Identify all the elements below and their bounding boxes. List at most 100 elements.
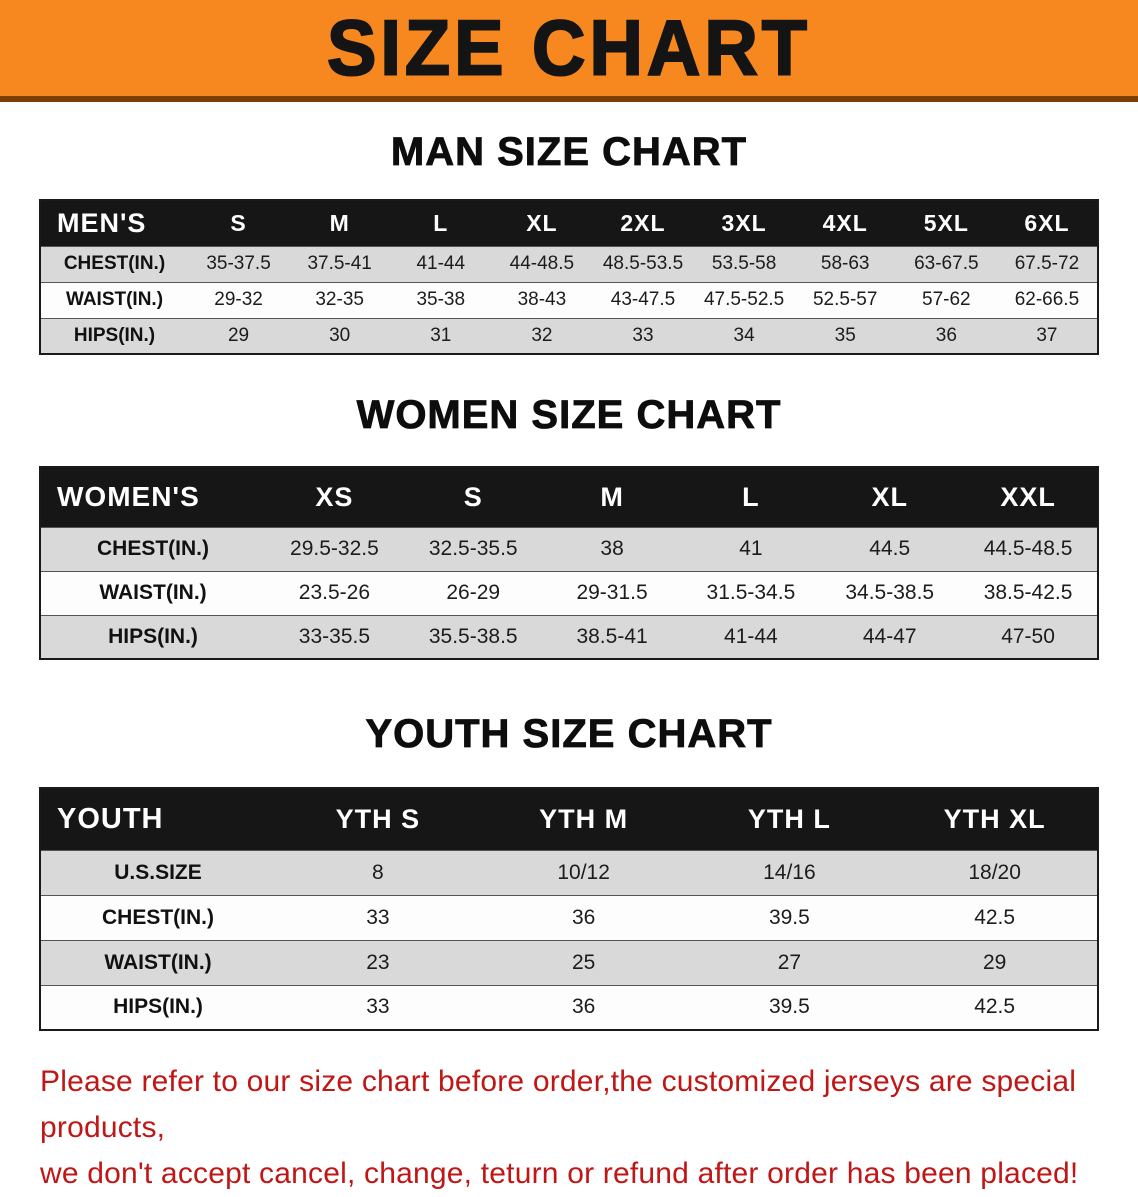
size-value: 58-63 (820, 253, 870, 274)
column-header: 2XL (592, 200, 694, 246)
men-size-section: MAN SIZE CHART MEN'S S M L XL 2XL 3XL 4XL 5XL 6XL… (0, 130, 1138, 355)
size-value: 29 (227, 324, 250, 346)
size-value: 52.5-57 (812, 289, 878, 310)
size-value: 31 (430, 324, 452, 346)
row-label: WAIST(IN.) (65, 289, 164, 310)
size-value: 35 (834, 324, 856, 346)
column-header: YTH L (686, 788, 893, 850)
size-value: 29 (982, 950, 1007, 974)
size-value: 38 (600, 537, 624, 560)
row-label: CHEST(IN.) (102, 905, 214, 929)
size-value: 32 (531, 324, 553, 346)
women-size-section: WOMEN SIZE CHART WOMEN'S XS S M L XL XXL CHEST(… (0, 393, 1138, 660)
size-value: 18/20 (968, 860, 1021, 884)
size-value: 37 (1036, 324, 1058, 346)
size-value: 44.5-48.5 (983, 537, 1073, 560)
size-value: 36 (571, 905, 596, 929)
size-value: 34 (733, 324, 755, 346)
men-size-table: MEN'S S M L XL 2XL 3XL 4XL 5XL 6XL CHEST(IN.) 35-37… (39, 199, 1099, 355)
size-value: 41-44 (416, 253, 466, 274)
size-value: 25 (571, 950, 596, 974)
size-value: 10/12 (557, 860, 610, 884)
size-value: 44-48.5 (509, 253, 575, 274)
column-header: XS (265, 467, 404, 527)
size-value: 41 (739, 537, 763, 560)
row-label: WAIST(IN.) (99, 581, 207, 604)
size-value: 35.5-38.5 (428, 624, 518, 648)
row-label: U.S.SIZE (114, 860, 202, 884)
size-value: 27 (777, 950, 802, 974)
size-value: 33 (366, 995, 390, 1019)
row-label: CHEST(IN.) (97, 537, 209, 560)
size-value: 35-38 (416, 289, 466, 310)
size-value: 30 (329, 324, 351, 346)
table-corner-label: WOMEN'S (40, 467, 265, 527)
size-value: 8 (372, 860, 384, 884)
table-row: WAIST(IN.) 23 25 27 29 (40, 940, 1098, 985)
row-label: HIPS(IN.) (113, 995, 203, 1019)
size-value: 62-66.5 (1014, 289, 1080, 310)
row-label: HIPS(IN.) (108, 624, 198, 648)
size-value: 14/16 (763, 860, 816, 884)
size-value: 33 (632, 324, 654, 346)
size-value: 38.5-42.5 (983, 581, 1073, 604)
header-row: YOUTH YTH S YTH M YTH L YTH XL (40, 788, 1098, 850)
youth-section-heading: YOUTH SIZE CHART (365, 712, 773, 757)
column-header: XL (820, 467, 960, 527)
page-title: SIZE CHART (326, 3, 811, 92)
column-header: S (403, 467, 543, 527)
size-value: 38-43 (517, 289, 567, 310)
row-label: HIPS(IN.) (73, 324, 156, 346)
size-value: 36 (571, 995, 596, 1019)
column-header: L (390, 200, 492, 246)
size-value: 38.5-41 (576, 624, 648, 648)
size-value: 35-37.5 (206, 253, 271, 274)
column-header: M (289, 200, 391, 246)
size-value: 63-67.5 (914, 253, 979, 274)
row-label: WAIST(IN.) (104, 950, 212, 974)
table-row: WAIST(IN.) 23.5-26 26-29 29-31.5 31.5-34.5 34… (40, 571, 1098, 615)
row-label: CHEST(IN.) (63, 253, 166, 274)
size-value: 47-50 (1001, 624, 1055, 648)
men-section-heading: MAN SIZE CHART (390, 130, 748, 175)
size-value: 29.5-32.5 (290, 537, 379, 560)
size-value: 32-35 (315, 289, 364, 310)
size-value: 53.5-58 (711, 253, 777, 274)
table-row: CHEST(IN.) 29.5-32.5 32.5-35.5 38 41 44.5 44.5… (40, 527, 1098, 571)
table-row: HIPS(IN.) 33 36 39.5 42.5 (40, 985, 1098, 1030)
table-row: CHEST(IN.) 35-37.5 37.5-41 41-44 44-48.5 48.5… (40, 246, 1098, 282)
size-value: 39.5 (768, 995, 810, 1019)
size-value: 48.5-53.5 (602, 253, 684, 274)
table-row: HIPS(IN.) 33-35.5 35.5-38.5 38.5-41 41-44 44-… (40, 615, 1098, 659)
size-value: 43-47.5 (610, 289, 676, 310)
youth-size-section: YOUTH SIZE CHART YOUTH YTH S YTH M YTH L YTH… (0, 712, 1138, 1031)
size-value: 41-44 (724, 624, 778, 648)
notice-line-2: we don't accept cancel, change, teturn o… (40, 1157, 1079, 1190)
size-value: 37.5-41 (307, 253, 372, 274)
column-header: XXL (959, 467, 1098, 527)
header-row: WOMEN'S XS S M L XL XXL (40, 467, 1098, 527)
size-value: 29-31.5 (576, 581, 648, 604)
notice-line-1: Please refer to our size chart before or… (40, 1065, 1077, 1144)
size-value: 44-47 (862, 624, 917, 648)
women-section-heading: WOMEN SIZE CHART (356, 393, 782, 438)
column-header: YTH M (480, 788, 687, 850)
size-value: 67.5-72 (1014, 253, 1080, 274)
table-row: HIPS(IN.) 29 30 31 32 33 34 35 36 37 (40, 318, 1098, 354)
column-header: XL (491, 200, 593, 246)
header-row: MEN'S S M L XL 2XL 3XL 4XL 5XL 6XL (40, 200, 1098, 246)
size-value: 33 (366, 905, 390, 929)
size-value: 42.5 (974, 995, 1016, 1019)
size-value: 34.5-38.5 (845, 581, 935, 604)
size-value: 29-32 (214, 289, 263, 310)
size-value: 23.5-26 (298, 581, 371, 604)
size-value: 33-35.5 (298, 624, 371, 648)
table-corner-label: YOUTH (40, 788, 275, 850)
size-value: 31.5-34.5 (706, 581, 796, 604)
column-header: S (188, 200, 290, 246)
column-header: L (681, 467, 821, 527)
size-value: 44.5 (869, 537, 911, 560)
banner: SIZE CHART (0, 0, 1138, 102)
column-header: 6XL (996, 200, 1098, 246)
